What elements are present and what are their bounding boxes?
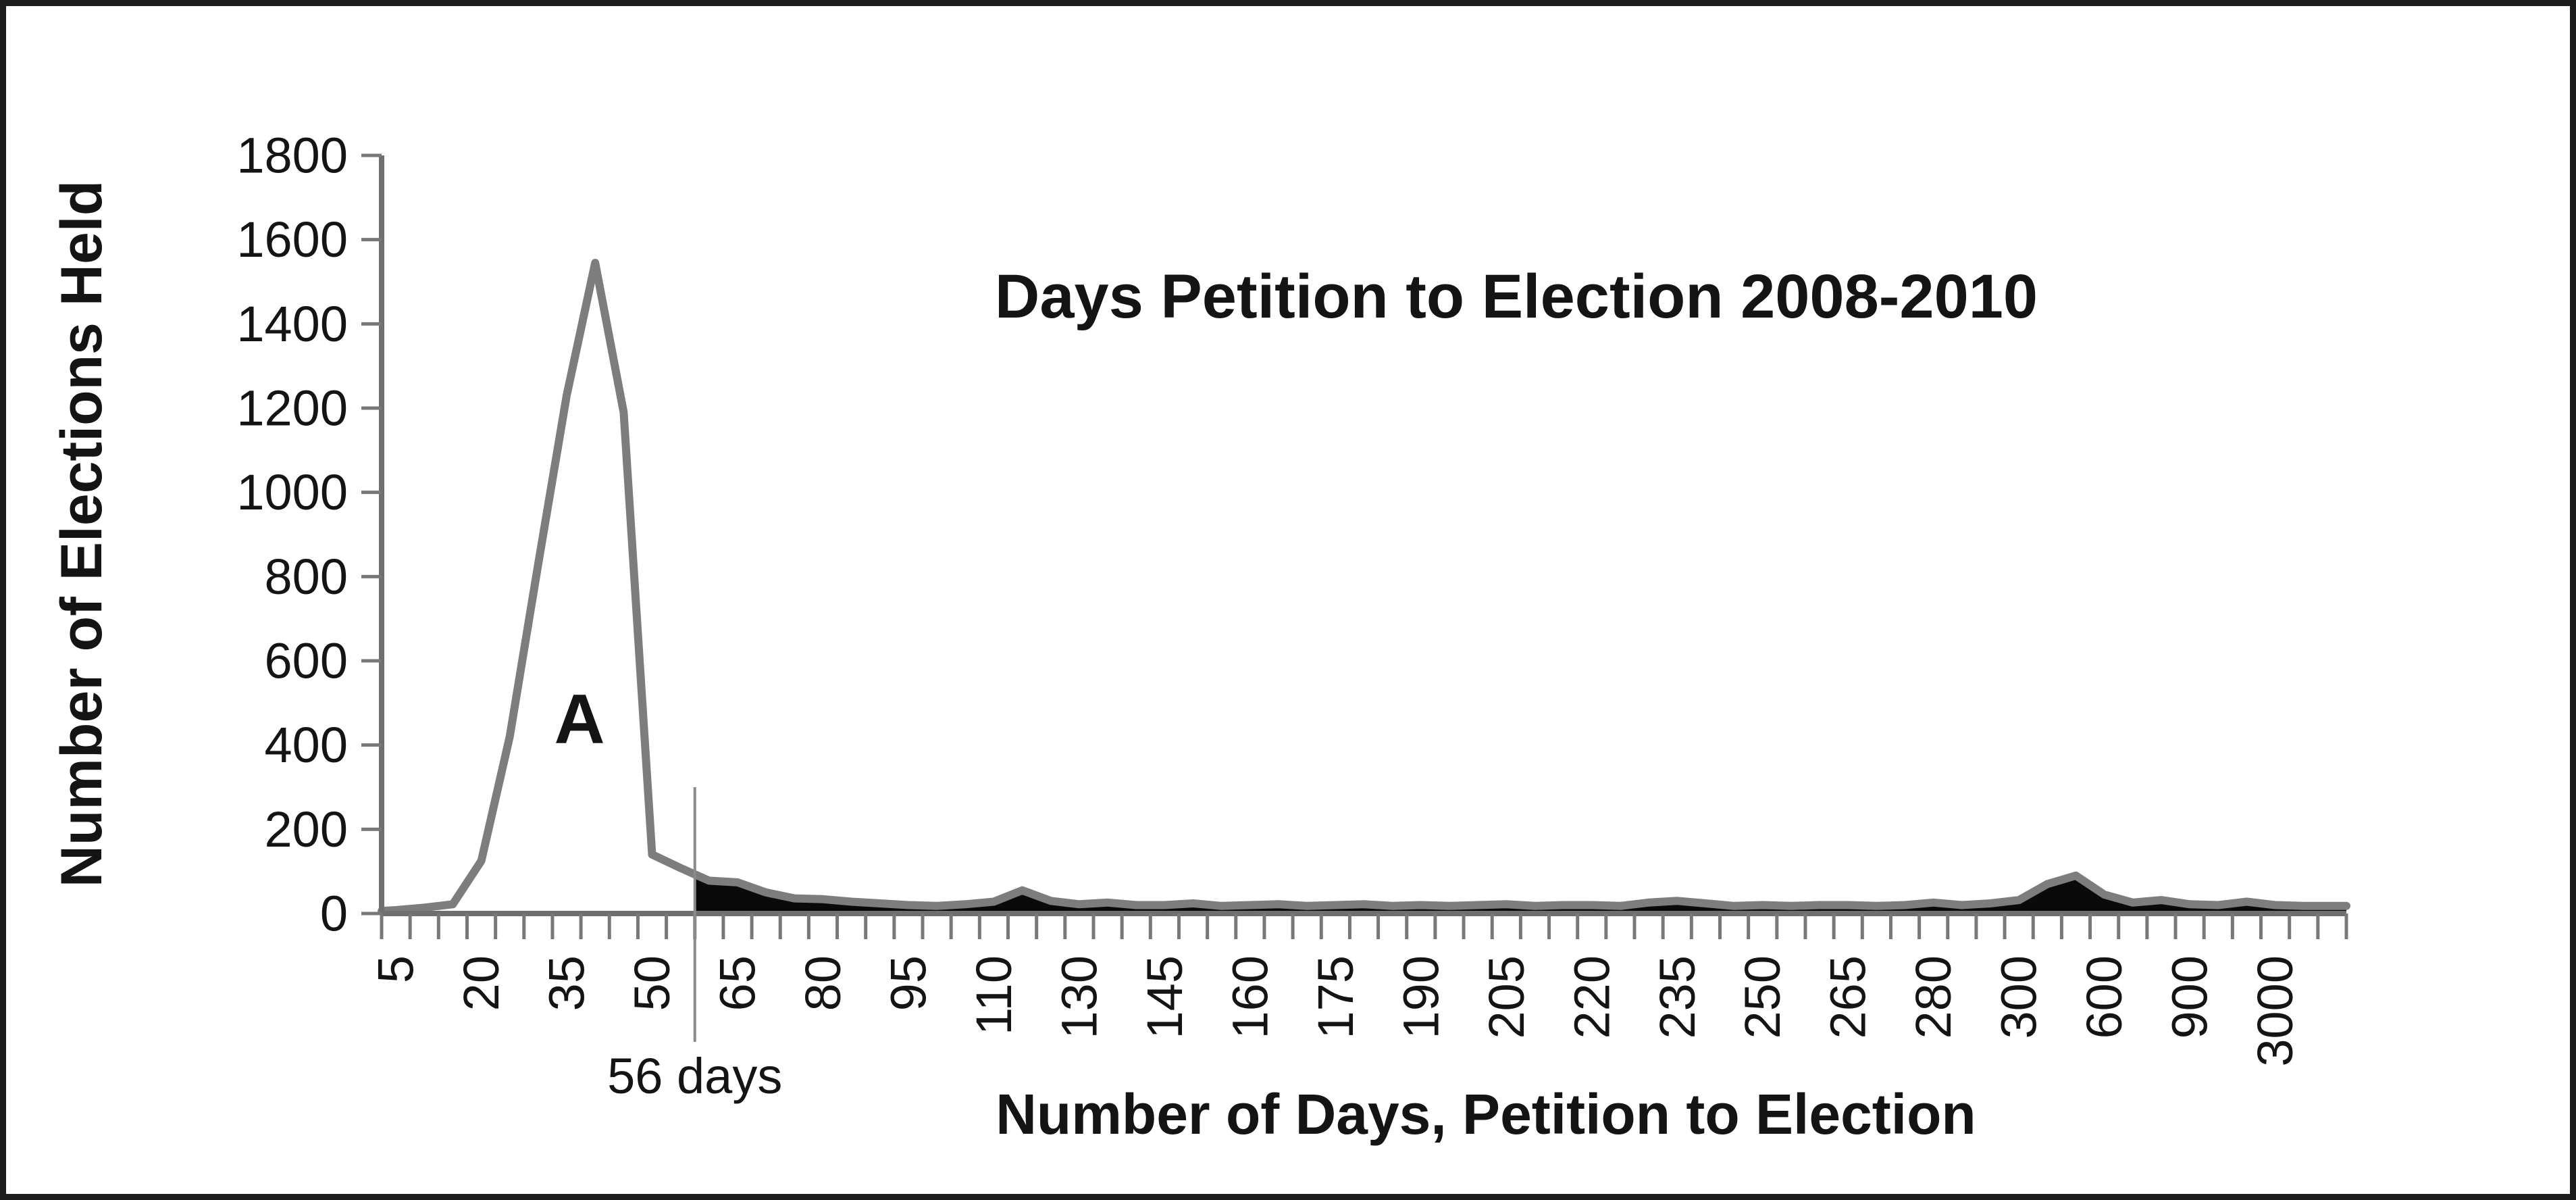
elections-frequency-curve: [378, 259, 2350, 916]
y-axis-ticks: 0 200 400 600 800 1000 1200 1400 1600 1800: [236, 128, 382, 942]
x-tick-label: 145: [1137, 955, 1193, 1039]
x-tick-label: 600: [2076, 955, 2132, 1039]
y-tick-label: 400: [265, 717, 348, 773]
x-tick-label: 65: [709, 955, 765, 1011]
y-axis-title: Number of Elections Held: [49, 180, 114, 888]
region-a-annotation: A: [554, 680, 604, 759]
x-axis-title: Number of Days, Petition to Election: [996, 1082, 1976, 1146]
x-tick-label: 300: [1991, 955, 2047, 1039]
y-tick-label: 1600: [236, 211, 348, 268]
x-tick-label: 190: [1393, 955, 1449, 1039]
y-tick-label: 600: [265, 633, 348, 689]
x-tick-label: 250: [1734, 955, 1791, 1039]
y-tick-label: 1400: [236, 296, 348, 352]
x-tick-label: 110: [966, 955, 1022, 1035]
axes: [379, 155, 2346, 916]
y-tick-label: 800: [265, 549, 348, 605]
x-tick-label: 265: [1820, 955, 1876, 1039]
y-tick-label: 1200: [236, 380, 348, 436]
x-tick-label: 20: [453, 955, 509, 1011]
x-tick-label: 130: [1051, 955, 1107, 1039]
y-tick-label: 1800: [236, 128, 348, 184]
x-tick-label: 95: [880, 955, 936, 1011]
y-tick-label: 0: [320, 886, 348, 942]
y-tick-label: 1000: [236, 464, 348, 520]
cutoff-56-days-label: 56 days: [607, 1048, 782, 1104]
x-tick-label: 175: [1308, 955, 1364, 1039]
x-tick-label: 900: [2162, 955, 2218, 1039]
x-tick-label: 235: [1649, 955, 1705, 1039]
x-tick-label: 220: [1564, 955, 1620, 1039]
x-tick-label: 3000: [2247, 955, 2303, 1067]
x-tick-label: 35: [539, 955, 595, 1011]
x-tick-label: 80: [795, 955, 851, 1011]
x-tick-label: 5: [368, 955, 424, 983]
x-tick-label: 160: [1222, 955, 1278, 1039]
x-tick-label: 50: [624, 955, 680, 1011]
x-tick-label: 205: [1478, 955, 1535, 1039]
y-tick-label: 200: [265, 801, 348, 857]
x-axis-ticks: 5 20 35 50 65 80 95 110 130 145 160 175 190 205 220 235…: [368, 914, 2348, 1067]
chart-title: Days Petition to Election 2008-2010: [995, 262, 2038, 331]
x-tick-label: 280: [1905, 955, 1961, 1039]
